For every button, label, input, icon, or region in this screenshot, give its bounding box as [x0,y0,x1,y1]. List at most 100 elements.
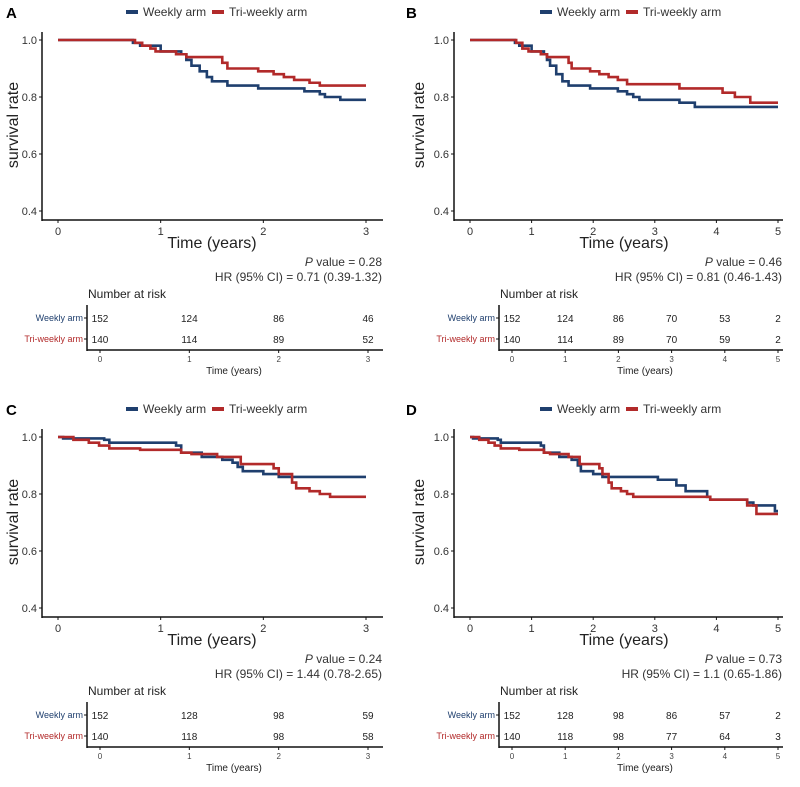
x-tick-label: 0 [55,623,61,635]
x-tick-label: 1 [529,226,535,238]
risk-count: 98 [613,711,625,722]
risk-table-title: Number at risk [500,287,579,301]
y-tick-label: 1.0 [434,35,449,47]
risk-count: 2 [775,711,781,722]
p-value: value = 0.73 [713,652,782,666]
p-value-text: P value = 0.24 [305,652,382,666]
km-curve-weekly [58,38,366,102]
risk-count: 128 [557,711,574,722]
y-tick-label: 0.8 [22,489,37,501]
x-axis-title: Time (years) [167,632,256,649]
risk-count: 59 [362,711,374,722]
panel-label: C [6,402,17,419]
risk-x-tick-label: 1 [563,752,568,761]
legend-label-triweekly: Tri-weekly arm [643,5,721,19]
risk-count: 152 [92,711,109,722]
risk-count: 70 [666,314,678,325]
km-curve-triweekly [58,38,366,87]
x-tick-label: 0 [55,226,61,238]
y-tick-label: 0.8 [434,92,449,104]
y-tick-label: 0.6 [434,149,449,161]
x-tick-label: 5 [775,623,781,635]
y-axis-title: survival rate [5,82,22,168]
risk-x-tick-label: 3 [366,355,371,364]
km-panel-b: B Weekly arm Tri-weekly arm 0.4 0.6 0.8 1.0 0 1 2… [400,0,800,390]
x-tick-label: 0 [467,226,473,238]
legend-label-weekly: Weekly arm [143,5,206,19]
legend-label-weekly: Weekly arm [557,402,620,416]
risk-count: 53 [719,314,731,325]
risk-count: 98 [273,711,285,722]
p-value: value = 0.46 [713,255,782,269]
legend-label-triweekly: Tri-weekly arm [229,402,307,416]
risk-x-tick-label: 0 [510,752,515,761]
risk-x-tick-label: 2 [276,355,281,364]
x-tick-label: 3 [363,226,369,238]
risk-table-x-title: Time (years) [617,763,673,774]
p-value-text: P value = 0.46 [705,255,782,269]
x-tick-label: 0 [467,623,473,635]
risk-count: 2 [775,314,781,325]
risk-row-label-triweekly: Tri-weekly arm [24,731,83,741]
x-tick-label: 1 [158,623,164,635]
x-tick-label: 3 [652,226,658,238]
risk-count: 58 [362,732,374,743]
risk-x-tick-label: 1 [563,355,568,364]
risk-table-x-title: Time (years) [206,366,262,377]
risk-x-tick-label: 5 [776,752,781,761]
risk-row-label-weekly: Weekly arm [448,710,495,720]
risk-row-label-weekly: Weekly arm [448,313,495,323]
risk-count: 46 [362,314,374,325]
p-value: value = 0.24 [313,652,382,666]
risk-count: 64 [719,732,731,743]
y-tick-label: 1.0 [22,35,37,47]
legend-label-weekly: Weekly arm [557,5,620,19]
km-curve-triweekly [470,435,778,516]
risk-x-tick-label: 4 [723,752,728,761]
risk-count: 152 [504,711,521,722]
risk-x-tick-label: 3 [669,355,674,364]
risk-count: 118 [557,732,573,743]
risk-row-label-triweekly: Tri-weekly arm [24,334,83,344]
y-tick-label: 1.0 [22,432,37,444]
risk-count: 124 [181,314,198,325]
risk-x-tick-label: 4 [723,355,728,364]
x-tick-label: 3 [652,623,658,635]
risk-count: 140 [504,335,521,346]
risk-count: 86 [613,314,625,325]
risk-count: 86 [273,314,285,325]
risk-count: 2 [775,335,781,346]
risk-count: 140 [92,335,109,346]
km-curve-weekly [470,38,778,109]
km-panel-d: D Weekly arm Tri-weekly arm 0.4 0.6 0.8 1.0 0 1 2… [400,397,800,787]
risk-row-label-weekly: Weekly arm [36,313,83,323]
p-value: value = 0.28 [313,255,382,269]
x-axis-title: Time (years) [579,632,668,649]
x-tick-label: 1 [158,226,164,238]
p-value-text: P value = 0.73 [705,652,782,666]
km-panel-c: C Weekly arm Tri-weekly arm 0.4 0.6 0.8 1.0 0 1 2… [0,397,400,787]
y-tick-label: 0.6 [434,546,449,558]
risk-table-title: Number at risk [88,287,167,301]
risk-row-label-triweekly: Tri-weekly arm [436,731,495,741]
risk-x-tick-label: 3 [366,752,371,761]
legend-label-triweekly: Tri-weekly arm [643,402,721,416]
risk-x-tick-label: 2 [616,752,621,761]
legend-label-triweekly: Tri-weekly arm [229,5,307,19]
km-curve-triweekly [470,38,778,104]
y-tick-label: 0.6 [22,546,37,558]
risk-count: 98 [273,732,285,743]
y-tick-label: 0.8 [22,92,37,104]
risk-count: 89 [613,335,625,346]
x-tick-label: 2 [260,226,266,238]
risk-count: 89 [273,335,285,346]
x-tick-label: 4 [713,226,719,238]
panel-label: B [406,5,417,22]
risk-x-tick-label: 0 [98,752,103,761]
p-label: P [305,255,313,269]
risk-x-tick-label: 2 [276,752,281,761]
p-label: P [705,255,713,269]
x-axis-title: Time (years) [167,235,256,252]
